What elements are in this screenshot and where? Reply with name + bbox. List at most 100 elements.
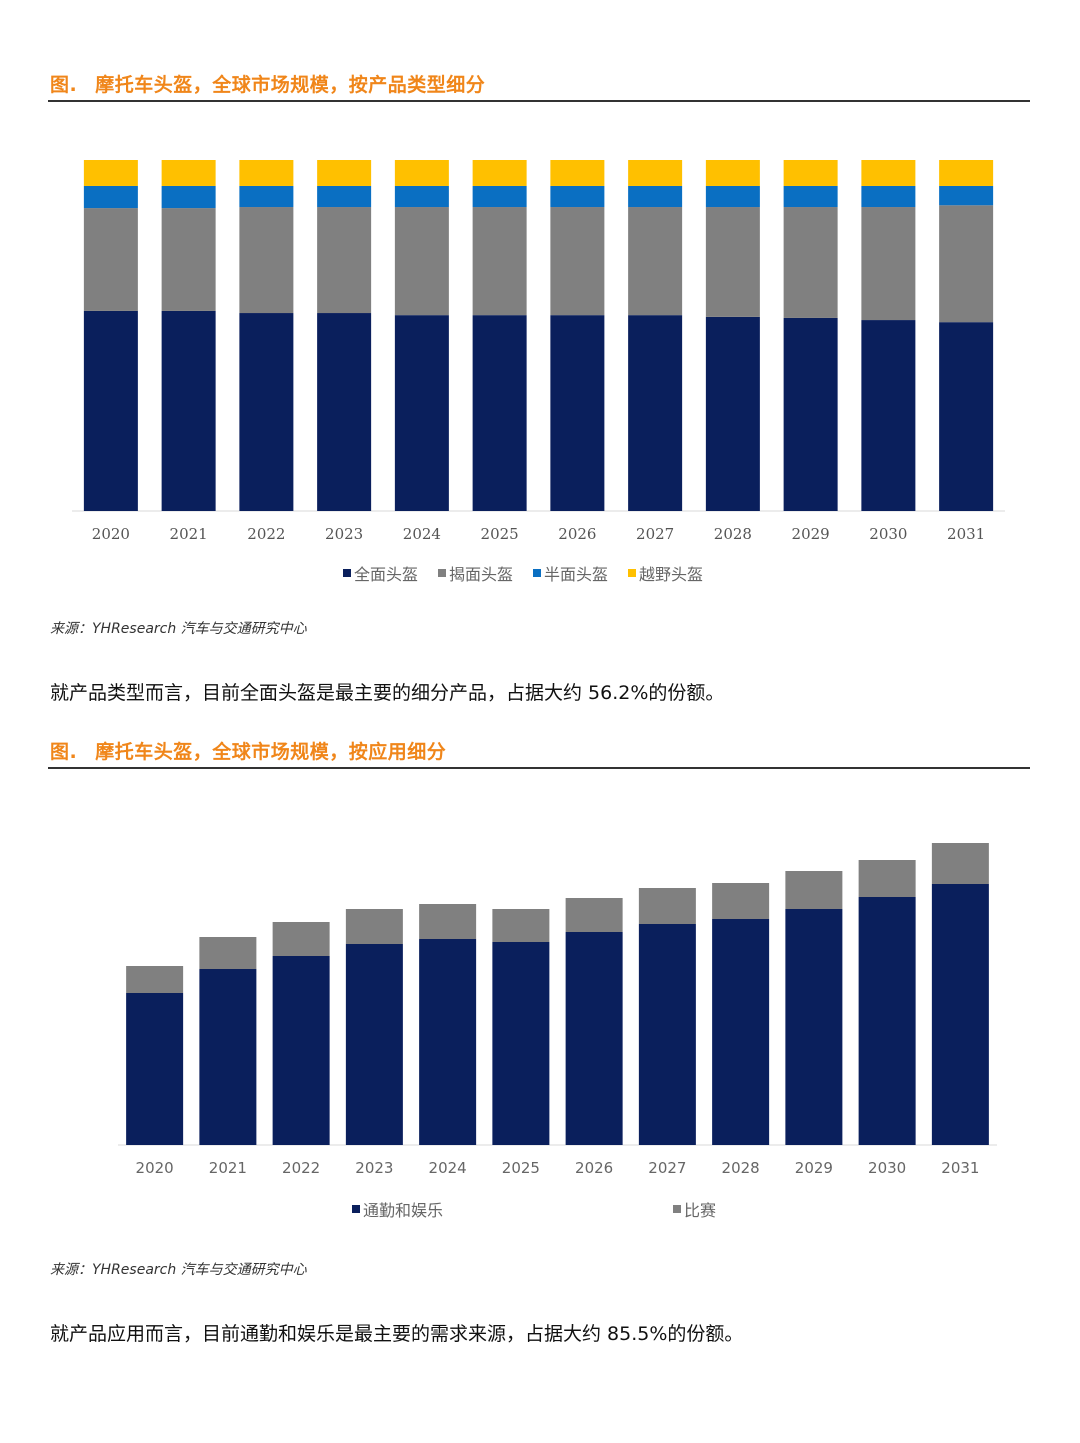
bar-2023-series-1 xyxy=(317,313,372,511)
bar-2024-series-1 xyxy=(419,939,477,1145)
x-tick-label: 2024 xyxy=(403,525,441,543)
figure-label: 图. xyxy=(50,74,78,96)
x-tick-label: 2025 xyxy=(502,1159,540,1177)
bar-2029-series-2 xyxy=(785,871,843,909)
bar-2029-series-1 xyxy=(783,317,838,511)
bar-2025-series-1 xyxy=(492,942,550,1145)
bar-2030-series-4 xyxy=(861,160,916,186)
bar-2028-series-4 xyxy=(705,160,760,186)
bar-2028-series-2 xyxy=(712,883,770,919)
bar-2022-series-1 xyxy=(272,956,330,1145)
bar-2023-series-2 xyxy=(317,207,372,314)
bar-2025-series-1 xyxy=(472,315,527,511)
figure2-title: 图. 摩托车头盔，全球市场规模，按应用细分 xyxy=(50,737,446,764)
title-rule xyxy=(48,767,1030,769)
x-tick-label: 2024 xyxy=(429,1159,467,1177)
bar-2028-series-2 xyxy=(705,207,760,317)
bar-2027-series-1 xyxy=(638,924,696,1145)
bar-2021-series-1 xyxy=(199,969,257,1145)
bar-2022-series-1 xyxy=(239,313,294,511)
legend-swatch xyxy=(533,569,542,577)
x-tick-label: 2021 xyxy=(209,1159,247,1177)
chart-2: 2020 2021 2022 2023 2024 2025 2026 2027 2028 2029… xyxy=(118,843,997,1177)
bar-2020-series-1 xyxy=(83,310,138,511)
figure-title-text: 摩托车头盔，全球市场规模，按应用细分 xyxy=(95,741,447,763)
bar-2026-series-1 xyxy=(565,932,623,1145)
bar-2021-series-4 xyxy=(161,160,216,186)
legend-swatch xyxy=(352,1205,360,1213)
bar-2025-series-2 xyxy=(472,207,527,316)
figure1-source: 来源：YHResearch 汽车与交通研究中心 xyxy=(50,621,307,637)
x-tick-label: 2027 xyxy=(648,1159,686,1177)
bar-2030-series-2 xyxy=(858,860,916,897)
x-tick-label: 2026 xyxy=(558,525,596,543)
x-tick-label: 2021 xyxy=(170,525,208,543)
bar-2031-series-3 xyxy=(939,185,994,206)
bar-2024-series-2 xyxy=(394,207,449,316)
x-tick-label: 2031 xyxy=(941,1159,979,1177)
bar-2023-series-1 xyxy=(345,944,403,1145)
legend-swatch xyxy=(438,569,447,577)
bar-2028-series-1 xyxy=(712,919,770,1145)
bar-2030-series-1 xyxy=(858,897,916,1145)
bar-2027-series-2 xyxy=(638,888,696,924)
bar-2031-series-2 xyxy=(931,843,989,884)
bar-2023-series-3 xyxy=(317,185,372,208)
x-tick-label: 2027 xyxy=(636,525,674,543)
legend-label: 全面头盔 xyxy=(354,565,419,584)
legend-label: 通勤和娱乐 xyxy=(363,1201,444,1220)
legend-swatch xyxy=(628,569,637,577)
legend-item: 揭面头盔 xyxy=(438,561,513,585)
bar-2030-series-1 xyxy=(861,320,916,511)
x-tick-label: 2029 xyxy=(795,1159,833,1177)
x-tick-label: 2029 xyxy=(792,525,830,543)
legend-item: 越野头盔 xyxy=(628,561,703,585)
legend-label: 比赛 xyxy=(684,1201,717,1220)
bar-2022-series-2 xyxy=(272,922,330,956)
bar-2028-series-1 xyxy=(705,316,760,511)
bar-2024-series-2 xyxy=(419,904,477,939)
x-tick-label: 2026 xyxy=(575,1159,613,1177)
x-tick-label: 2023 xyxy=(355,1159,393,1177)
bar-2031-series-1 xyxy=(931,884,989,1145)
bar-2025-series-2 xyxy=(492,909,550,942)
figure-label: 图. xyxy=(50,741,78,763)
legend-item: 全面头盔 xyxy=(343,561,418,585)
bar-2020-series-1 xyxy=(126,993,184,1145)
bar-2031-series-2 xyxy=(939,205,994,323)
bar-2027-series-4 xyxy=(628,160,683,186)
bar-2026-series-2 xyxy=(565,898,623,932)
x-tick-label: 2020 xyxy=(92,525,130,543)
bar-2025-series-3 xyxy=(472,185,527,208)
figure2-source: 来源：YHResearch 汽车与交通研究中心 xyxy=(50,1262,307,1278)
bar-2029-series-2 xyxy=(783,207,838,318)
legend-label: 揭面头盔 xyxy=(449,565,514,584)
x-tick-label: 2030 xyxy=(869,525,907,543)
bar-2026-series-2 xyxy=(550,207,605,316)
bar-2031-series-1 xyxy=(939,322,994,511)
legend-item: 半面头盔 xyxy=(533,561,608,585)
bar-2020-series-2 xyxy=(126,966,184,993)
bar-2020-series-3 xyxy=(83,185,138,209)
bar-2029-series-1 xyxy=(785,909,843,1145)
x-tick-label: 2031 xyxy=(947,525,985,543)
bar-2029-series-4 xyxy=(783,160,838,186)
chart-1: 2020 2021 2022 2023 2024 2025 2026 2027 2028 2029… xyxy=(72,160,1005,543)
bar-2031-series-4 xyxy=(939,160,994,186)
x-tick-label: 2023 xyxy=(325,525,363,543)
x-tick-label: 2025 xyxy=(481,525,519,543)
x-tick-label: 2028 xyxy=(714,525,752,543)
bar-2023-series-4 xyxy=(317,160,372,186)
bar-2030-series-2 xyxy=(861,207,916,321)
legend-item: 比赛 xyxy=(673,1197,716,1221)
bar-2024-series-1 xyxy=(394,315,449,511)
bar-2021-series-3 xyxy=(161,185,216,209)
x-tick-label: 2022 xyxy=(247,525,285,543)
bar-2020-series-2 xyxy=(83,208,138,311)
bar-2026-series-4 xyxy=(550,160,605,186)
chart1-legend: 全面头盔 揭面头盔 半面头盔 越野头盔 xyxy=(343,561,723,585)
x-tick-label: 2028 xyxy=(722,1159,760,1177)
figure-title-text: 摩托车头盔，全球市场规模，按产品类型细分 xyxy=(95,74,486,96)
legend-label: 半面头盔 xyxy=(544,565,609,584)
figure1-title: 图. 摩托车头盔，全球市场规模，按产品类型细分 xyxy=(50,70,485,97)
